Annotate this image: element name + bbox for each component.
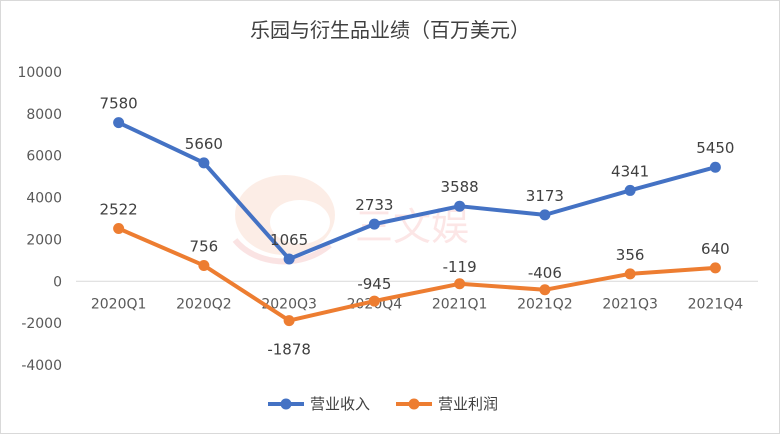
data-point (709, 262, 721, 274)
data-label: 356 (616, 246, 645, 264)
series-1: 7580 5660 1065 2733 3588 3173 4341 5450 (100, 95, 734, 265)
data-point (113, 117, 125, 129)
data-point (709, 161, 721, 173)
data-point (198, 157, 210, 169)
data-label: 2733 (355, 196, 393, 214)
data-point (624, 268, 636, 280)
legend-label: 营业利润 (438, 395, 498, 413)
data-label: 1065 (270, 231, 308, 249)
data-point (368, 218, 380, 230)
data-label: -945 (357, 275, 391, 293)
data-label: 2522 (100, 201, 138, 219)
legend-item: 营业利润 (396, 395, 498, 413)
series-line (116, 226, 718, 323)
x-tick-label: 2020Q3 (261, 296, 317, 312)
x-tick-label: 2020Q1 (91, 296, 147, 312)
legend-label: 营业收入 (310, 395, 370, 413)
data-label: -119 (443, 258, 477, 276)
series-2: 2522 756 -1878 -945 -119 -406 356 640 (100, 201, 730, 359)
data-label: 4341 (611, 162, 649, 180)
legend-marker (408, 398, 420, 410)
data-point (539, 284, 551, 296)
x-tick-label: 2020Q2 (176, 296, 232, 312)
watermark-logo: 三文娱 (232, 175, 469, 265)
x-tick-label: 2021Q3 (602, 296, 658, 312)
y-tick-label: -2000 (21, 316, 62, 332)
data-point (368, 295, 380, 307)
data-label: -1878 (267, 341, 311, 359)
data-point (283, 253, 295, 265)
data-label: 3173 (526, 187, 564, 205)
chart-title: 乐园与衍生品业绩（百万美元） (250, 18, 530, 42)
y-tick-label: 10000 (17, 65, 62, 81)
y-tick-label: 8000 (26, 107, 62, 123)
data-point (539, 209, 551, 221)
legend-item: 营业收入 (268, 395, 370, 413)
x-tick-label: 2021Q1 (432, 296, 488, 312)
data-label: 756 (190, 237, 219, 255)
y-tick-label: 0 (53, 274, 62, 290)
data-label: 5450 (696, 139, 734, 157)
series-line (116, 120, 718, 261)
data-label: 7580 (100, 95, 138, 113)
data-point (624, 184, 636, 196)
data-label: 640 (701, 240, 730, 258)
data-point (454, 278, 466, 290)
y-tick-label: 6000 (26, 149, 62, 165)
y-tick-label: 2000 (26, 232, 62, 248)
x-tick-label: 2021Q4 (688, 296, 744, 312)
legend-marker (280, 398, 292, 410)
data-point (454, 200, 466, 212)
data-point (113, 223, 125, 235)
data-label: 3588 (441, 178, 479, 196)
y-tick-label: -4000 (21, 358, 62, 374)
data-point (198, 259, 210, 271)
data-label: -406 (528, 264, 562, 282)
x-tick-label: 2021Q2 (517, 296, 573, 312)
data-label: 5660 (185, 135, 223, 153)
data-point (283, 315, 295, 327)
y-tick-label: 4000 (26, 191, 62, 207)
